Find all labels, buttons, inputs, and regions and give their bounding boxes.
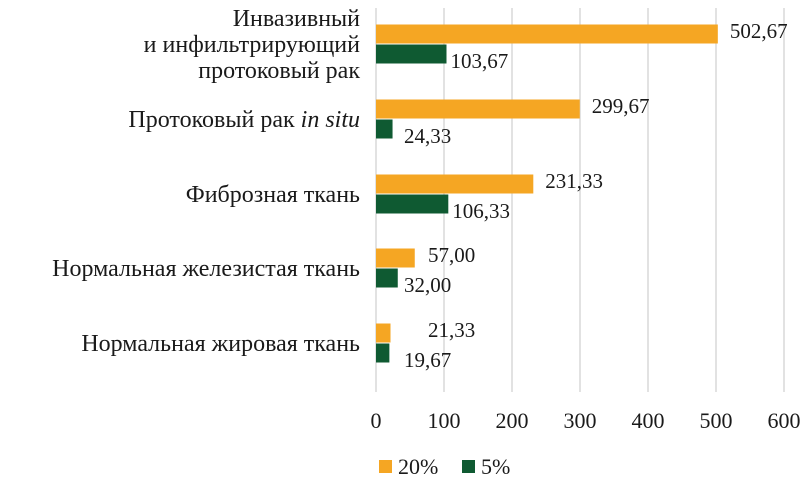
legend-swatch-20 (379, 460, 392, 473)
data-label: 57,00 (428, 243, 475, 267)
bar (376, 119, 393, 139)
data-label: 502,67 (730, 19, 788, 43)
category-label: Протоковый рак in situ (128, 107, 360, 133)
x-tick-label: 400 (632, 408, 665, 433)
data-label: 32,00 (404, 273, 451, 297)
category-label: Фиброзная ткань (186, 182, 360, 208)
data-label: 24,33 (404, 124, 451, 148)
bar (376, 323, 391, 343)
bar (376, 99, 580, 119)
data-label: 106,33 (452, 199, 510, 223)
bar (376, 174, 534, 194)
gridlines (375, 8, 785, 392)
data-label: 21,33 (428, 318, 475, 342)
data-labels: 502,67 299,67 231,33 57,00 21,33 103,67 24,33 1… (404, 19, 788, 372)
x-tick-label: 500 (700, 408, 733, 433)
data-label: 103,67 (450, 49, 508, 73)
bar (376, 248, 415, 268)
category-labels: Инвазивный и инфильтрирующий протоковый ра… (52, 6, 360, 357)
bar (376, 343, 390, 363)
bar (376, 268, 398, 288)
data-label: 19,67 (404, 348, 451, 372)
legend-swatch-5 (462, 460, 475, 473)
legend-label-5: 5% (481, 454, 510, 479)
x-axis-tick-labels: 0 100 200 300 400 500 600 (371, 408, 800, 433)
bar (376, 194, 449, 214)
x-tick-label: 100 (428, 408, 461, 433)
category-label: Нормальная железистая ткань (52, 256, 360, 282)
legend-label-20: 20% (398, 454, 438, 479)
bars (376, 24, 718, 363)
category-label: Инвазивный и инфильтрирующий протоковый ра… (144, 6, 361, 84)
legend: 20% 5% (379, 454, 510, 479)
bar (376, 24, 718, 44)
x-tick-label: 600 (768, 408, 800, 433)
bar (376, 44, 447, 64)
x-tick-label: 0 (371, 408, 382, 433)
data-label: 299,67 (592, 94, 650, 118)
data-label: 231,33 (545, 169, 603, 193)
x-tick-label: 200 (496, 408, 529, 433)
x-tick-label: 300 (564, 408, 597, 433)
category-label: Нормальная жировая ткань (81, 331, 360, 357)
